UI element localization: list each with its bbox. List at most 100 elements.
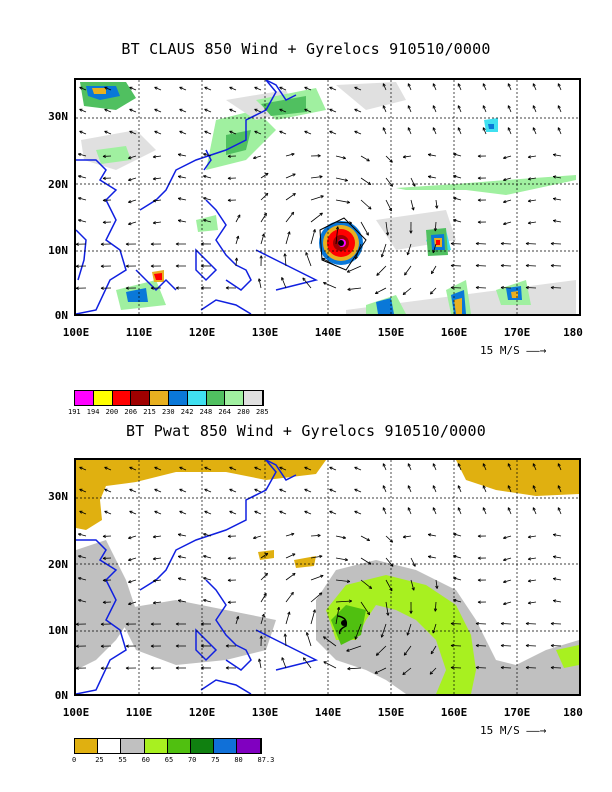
wind-vector <box>260 192 269 201</box>
wind-vector-head <box>527 602 532 605</box>
colorbar-swatch <box>206 391 226 405</box>
wind-vector-head <box>175 645 179 648</box>
wind-vector <box>260 233 265 245</box>
wind-vector-head <box>329 489 332 492</box>
wind-vector <box>346 265 362 273</box>
wind-vector-head <box>259 635 262 639</box>
wind-vector-head <box>500 623 504 626</box>
wind-vector-head <box>177 577 181 581</box>
wind-vector <box>153 601 162 604</box>
wind-vector-head <box>355 256 358 260</box>
wind-vector-head <box>319 175 323 177</box>
wind-vector-head <box>279 109 282 112</box>
wind-vector-head <box>264 572 268 575</box>
wind-vector-head <box>79 109 82 112</box>
wind-vector <box>304 86 312 91</box>
colorbar-tick-label: 248 <box>199 408 213 416</box>
wind-vector-head <box>203 175 206 179</box>
panel1-lat-label: 20N <box>48 178 68 191</box>
wind-vector-head <box>302 277 304 281</box>
wind-vector <box>428 176 437 179</box>
wind-vector <box>204 108 212 113</box>
wind-vector <box>407 463 412 471</box>
wind-vector <box>203 153 212 157</box>
wind-vector-head <box>427 154 431 157</box>
wind-vector <box>304 466 312 471</box>
wind-vector-head <box>552 220 556 223</box>
wind-vector-head <box>387 612 390 616</box>
wind-vector-head <box>552 556 556 559</box>
wind-vector <box>335 226 339 245</box>
reference-vector-label: 15 M/S <box>480 344 520 357</box>
wind-vector <box>382 463 387 471</box>
wind-vector <box>78 577 87 581</box>
wind-vector-head <box>402 293 407 296</box>
wind-vector <box>507 83 512 91</box>
wind-vector-head <box>102 222 106 224</box>
colorbar-swatch <box>190 739 215 753</box>
wind-vector-head <box>550 645 554 648</box>
wind-vector-head <box>550 265 554 268</box>
wind-vector <box>322 257 337 267</box>
wind-vector-head <box>204 131 207 134</box>
wind-vector-head <box>453 197 456 201</box>
wind-vector <box>203 533 212 537</box>
wind-vector-head <box>552 534 556 537</box>
wind-vector <box>410 579 415 591</box>
coastlines <box>76 80 319 314</box>
wind-vector <box>354 466 362 471</box>
wind-vector <box>553 534 562 537</box>
wind-vector <box>203 599 212 603</box>
panel2-map <box>74 458 581 696</box>
wind-vector-head <box>475 243 479 246</box>
wind-vector-head <box>203 153 206 157</box>
wind-vector-head <box>552 578 556 581</box>
wind-vector <box>453 197 462 201</box>
wind-vector-head <box>263 593 267 596</box>
wind-vector <box>432 127 437 135</box>
wind-vector-head <box>203 599 206 603</box>
colorbar-swatch <box>214 739 238 753</box>
wind-vector <box>178 555 187 559</box>
wind-vector <box>229 510 237 515</box>
wind-vector-head <box>150 645 154 648</box>
wind-vector-head <box>283 633 286 637</box>
wind-vector <box>482 105 487 113</box>
wind-vector <box>323 282 337 289</box>
wind-vector-head <box>264 192 269 195</box>
colorbar-swatch <box>75 739 99 753</box>
wind-vector <box>329 108 337 113</box>
reference-arrow-icon: ——→ <box>526 344 547 357</box>
panel1-lat-label: 0N <box>54 309 68 322</box>
wind-vector-head <box>225 645 229 648</box>
panel1-lat-label: 30N <box>48 110 68 123</box>
wind-vector-head <box>279 489 282 492</box>
wind-vector <box>360 535 370 542</box>
wind-vector-head <box>527 200 532 203</box>
wind-vector-head <box>102 602 106 604</box>
wind-vector <box>354 130 362 135</box>
wind-vector-head <box>227 199 231 202</box>
wind-vector-head <box>550 287 554 290</box>
wind-vector-head <box>279 511 282 514</box>
wind-vector-head <box>154 467 157 470</box>
wind-vector <box>128 535 137 539</box>
wind-vector <box>507 105 512 113</box>
gyre-marker <box>338 240 344 246</box>
wind-vector-head <box>475 645 479 648</box>
wind-vector-head <box>453 175 456 179</box>
wind-vector-head <box>279 467 282 470</box>
wind-vector-head <box>125 623 129 626</box>
wind-vector <box>528 535 537 538</box>
wind-vector <box>457 507 462 515</box>
colorbar-tick-label: 80 <box>234 756 243 764</box>
wind-vector-head <box>235 615 239 619</box>
wind-vector <box>354 86 362 91</box>
wind-vector <box>260 172 269 179</box>
wind-vector <box>453 577 462 581</box>
wind-vector <box>432 243 437 253</box>
wind-vector <box>503 155 512 159</box>
wind-vector <box>347 667 362 670</box>
wind-vector <box>179 108 187 113</box>
wind-vector-head <box>369 561 372 565</box>
